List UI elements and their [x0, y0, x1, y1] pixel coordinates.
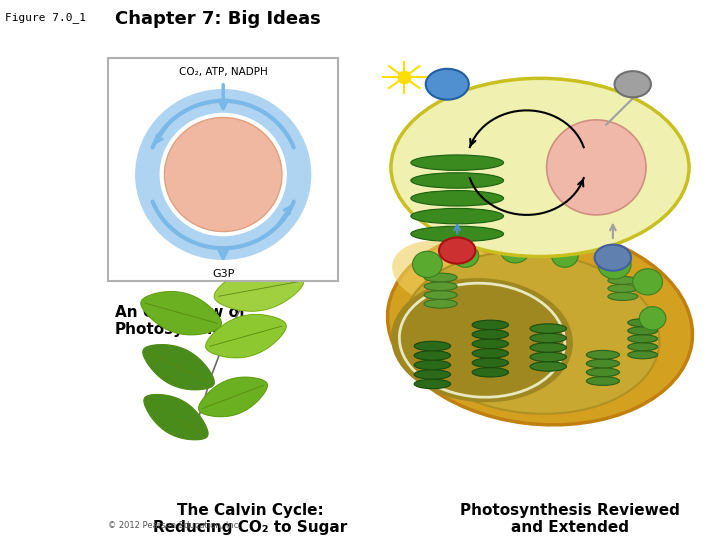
Ellipse shape	[424, 299, 457, 308]
Ellipse shape	[414, 370, 451, 379]
Polygon shape	[143, 345, 215, 390]
Ellipse shape	[411, 191, 503, 206]
Text: Photosynthesis Reviewed
and Extended: Photosynthesis Reviewed and Extended	[460, 503, 680, 535]
Ellipse shape	[411, 208, 503, 224]
Ellipse shape	[411, 173, 503, 188]
Ellipse shape	[586, 350, 619, 359]
Circle shape	[439, 238, 475, 264]
Ellipse shape	[608, 276, 638, 285]
Ellipse shape	[472, 329, 508, 339]
Ellipse shape	[391, 278, 573, 402]
Text: CO₂, ATP, NADPH: CO₂, ATP, NADPH	[179, 68, 268, 77]
Ellipse shape	[608, 293, 638, 300]
Ellipse shape	[628, 319, 657, 327]
Ellipse shape	[628, 327, 657, 335]
Ellipse shape	[411, 226, 503, 241]
Ellipse shape	[414, 341, 451, 351]
Circle shape	[160, 113, 287, 237]
Text: An Overview of
Photosynthesis: An Overview of Photosynthesis	[114, 305, 246, 338]
Circle shape	[595, 245, 631, 271]
Ellipse shape	[628, 343, 657, 351]
Circle shape	[500, 237, 530, 263]
Ellipse shape	[530, 343, 567, 352]
Ellipse shape	[608, 285, 638, 293]
Circle shape	[552, 244, 578, 267]
Circle shape	[633, 269, 662, 295]
Ellipse shape	[472, 358, 508, 368]
Polygon shape	[199, 377, 267, 416]
Polygon shape	[206, 315, 286, 357]
Ellipse shape	[404, 252, 660, 414]
Ellipse shape	[414, 360, 451, 370]
Ellipse shape	[530, 324, 567, 333]
Polygon shape	[141, 292, 221, 335]
FancyBboxPatch shape	[108, 58, 338, 281]
Ellipse shape	[424, 291, 457, 299]
Ellipse shape	[628, 335, 657, 343]
Ellipse shape	[414, 379, 451, 389]
Ellipse shape	[387, 226, 693, 425]
Text: Figure 7.0_1: Figure 7.0_1	[5, 12, 86, 23]
Ellipse shape	[530, 352, 567, 362]
Circle shape	[615, 71, 651, 97]
Ellipse shape	[424, 282, 457, 291]
Ellipse shape	[586, 359, 619, 368]
Ellipse shape	[530, 362, 567, 371]
Ellipse shape	[472, 339, 508, 349]
Polygon shape	[163, 240, 240, 278]
Ellipse shape	[628, 351, 657, 359]
Ellipse shape	[472, 349, 508, 358]
Text: © 2012 Pearson Education, Inc.: © 2012 Pearson Education, Inc.	[108, 521, 241, 530]
Ellipse shape	[586, 368, 619, 377]
Ellipse shape	[586, 377, 619, 386]
Circle shape	[598, 250, 631, 279]
Polygon shape	[144, 395, 208, 440]
Text: Chapter 7: Big Ideas: Chapter 7: Big Ideas	[115, 10, 320, 28]
Ellipse shape	[424, 273, 457, 282]
Ellipse shape	[392, 240, 505, 309]
Text: The Calvin Cycle:
Reducing CO₂ to Sugar: The Calvin Cycle: Reducing CO₂ to Sugar	[153, 503, 347, 535]
Circle shape	[426, 69, 469, 100]
Ellipse shape	[546, 120, 646, 215]
Circle shape	[639, 307, 666, 330]
Circle shape	[135, 89, 311, 260]
Ellipse shape	[391, 78, 689, 256]
Circle shape	[164, 118, 282, 232]
Ellipse shape	[530, 333, 567, 343]
Circle shape	[452, 244, 479, 267]
Polygon shape	[214, 267, 304, 311]
Ellipse shape	[472, 368, 508, 377]
Ellipse shape	[414, 351, 451, 360]
Polygon shape	[251, 233, 314, 278]
Ellipse shape	[411, 155, 503, 171]
Circle shape	[413, 251, 442, 278]
Ellipse shape	[472, 320, 508, 329]
Text: The Light Reactions:
Converting Solar Energy to
Chemical Energy: The Light Reactions: Converting Solar En…	[424, 305, 656, 355]
Text: G3P: G3P	[212, 269, 235, 279]
